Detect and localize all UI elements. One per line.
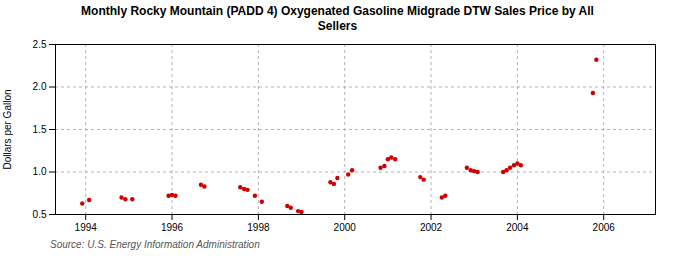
svg-text:1994: 1994 (75, 222, 98, 233)
svg-text:2004: 2004 (506, 222, 529, 233)
html-text:Source: U.S. Energy Informatio: Source: U.S. Energy Information Administ… (50, 239, 260, 250)
svg-text:0.5: 0.5 (33, 209, 47, 220)
svg-text:2002: 2002 (420, 222, 443, 233)
svg-text:Dollars per Gallon: Dollars per Gallon (2, 89, 13, 169)
svg-text:1.5: 1.5 (33, 124, 47, 135)
svg-text:2000: 2000 (334, 222, 357, 233)
svg-text:2.5: 2.5 (33, 39, 47, 50)
svg-text:2006: 2006 (593, 222, 616, 233)
svg-text:1998: 1998 (247, 222, 270, 233)
html-text:Monthly Rocky Mountain (PADD 4: Monthly Rocky Mountain (PADD 4) Oxygenat… (81, 4, 594, 33)
svg-text:1996: 1996 (161, 222, 184, 233)
svg-text:1.0: 1.0 (33, 166, 47, 177)
svg-text:2.0: 2.0 (33, 81, 47, 92)
